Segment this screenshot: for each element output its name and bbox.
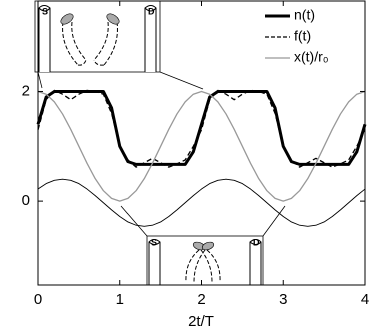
y-tick-label: 2	[22, 82, 30, 99]
cantilever	[93, 21, 118, 66]
legend-label: n(t)	[294, 7, 315, 23]
electrode	[144, 5, 157, 72]
cantilever	[200, 249, 221, 283]
x-tick-label: 1	[116, 291, 124, 308]
electrode	[249, 239, 262, 285]
island	[201, 241, 215, 251]
inset-label: D	[253, 237, 260, 247]
connector	[159, 71, 204, 90]
y-tick-label: 0	[22, 192, 30, 209]
electrode	[38, 5, 51, 72]
x-tick-label: 0	[34, 291, 42, 308]
legend-label: f(t)	[294, 28, 311, 44]
inset-bottom: S D	[146, 235, 264, 286]
x-axis-label: 2t/T	[188, 313, 214, 330]
inset-label: S	[151, 237, 157, 247]
connector	[120, 205, 148, 237]
inset-label: S	[42, 6, 48, 16]
island	[106, 13, 120, 25]
insets: S D S D	[34, 0, 286, 286]
connector	[262, 205, 286, 237]
inset-label: D	[148, 6, 155, 16]
legend-label: x(t)/r₀	[294, 49, 329, 65]
x-tick-label: 4	[361, 291, 369, 308]
series-line	[36, 89, 367, 166]
inset-top: S D	[34, 0, 161, 73]
electrode	[148, 239, 161, 285]
plot-area	[36, 89, 367, 227]
x-tick-label: 3	[279, 291, 287, 308]
frame: 0 1 2 3 4 0 2 n(t) f(t) x(t)/r₀	[22, 0, 369, 308]
inset-frame	[34, 0, 161, 73]
series-line	[37, 90, 366, 202]
cantilever	[62, 21, 87, 66]
connector	[37, 71, 43, 89]
series-line	[37, 178, 366, 227]
x-tick-label: 2	[197, 291, 205, 308]
island	[60, 13, 74, 25]
